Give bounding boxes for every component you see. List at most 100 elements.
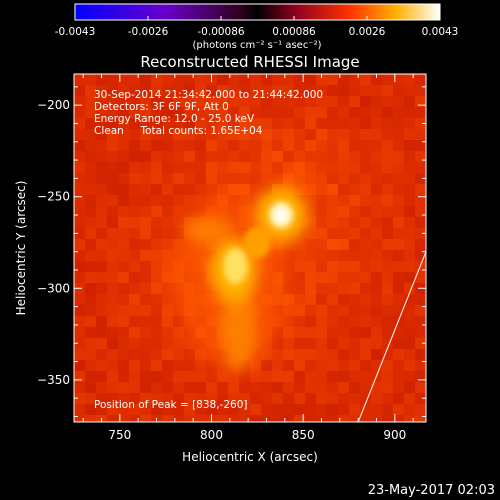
image-pixel	[393, 118, 404, 129]
image-pixel	[195, 85, 206, 96]
image-pixel	[349, 338, 360, 349]
image-pixel	[327, 228, 338, 239]
image-pixel	[316, 129, 327, 140]
y-tick-label: −250	[37, 190, 70, 204]
image-pixel	[415, 239, 426, 250]
image-pixel	[250, 129, 261, 140]
image-pixel	[371, 272, 382, 283]
image-pixel	[107, 239, 118, 250]
image-pixel	[118, 162, 129, 173]
image-pixel	[162, 239, 173, 250]
image-pixel	[360, 107, 371, 118]
image-pixel	[195, 118, 206, 129]
image-pixel	[360, 371, 371, 382]
image-pixel	[393, 283, 404, 294]
image-pixel	[316, 404, 327, 415]
image-pixel	[140, 250, 151, 261]
image-pixel	[184, 118, 195, 129]
image-pixel	[305, 272, 316, 283]
image-pixel	[316, 96, 327, 107]
image-pixel	[107, 250, 118, 261]
image-pixel	[415, 96, 426, 107]
image-pixel	[85, 173, 96, 184]
image-pixel	[327, 85, 338, 96]
image-pixel	[118, 173, 129, 184]
image-pixel	[162, 107, 173, 118]
image-pixel	[382, 250, 393, 261]
image-pixel	[272, 107, 283, 118]
image-pixel	[85, 404, 96, 415]
image-pixel	[250, 85, 261, 96]
image-pixel	[96, 195, 107, 206]
image-pixel	[327, 239, 338, 250]
image-pixel	[129, 96, 140, 107]
image-pixel	[415, 173, 426, 184]
image-pixel	[162, 74, 173, 85]
image-pixel	[393, 173, 404, 184]
image-pixel	[74, 151, 85, 162]
image-pixel	[404, 338, 415, 349]
image-pixel	[206, 393, 217, 404]
image-pixel	[173, 217, 184, 228]
image-pixel	[272, 393, 283, 404]
image-pixel	[371, 382, 382, 393]
image-pixel	[151, 206, 162, 217]
image-pixel	[129, 338, 140, 349]
image-pixel	[184, 184, 195, 195]
image-pixel	[74, 85, 85, 96]
image-pixel	[162, 195, 173, 206]
image-pixel	[129, 239, 140, 250]
image-pixel	[338, 382, 349, 393]
image-pixel	[294, 140, 305, 151]
image-pixel	[371, 327, 382, 338]
image-pixel	[195, 173, 206, 184]
image-pixel	[129, 415, 140, 422]
image-pixel	[393, 261, 404, 272]
image-pixel	[415, 85, 426, 96]
image-pixel	[96, 107, 107, 118]
image-pixel	[349, 140, 360, 151]
image-pixel	[305, 294, 316, 305]
image-pixel	[338, 74, 349, 85]
image-pixel	[272, 173, 283, 184]
colorbar-tick-label: -0.00086	[197, 26, 245, 38]
image-pixel	[74, 74, 85, 85]
image-pixel	[107, 118, 118, 129]
image-pixel	[85, 162, 96, 173]
image-pixel	[85, 360, 96, 371]
image-pixel	[184, 162, 195, 173]
image-pixel	[184, 371, 195, 382]
image-pixel	[107, 85, 118, 96]
image-pixel	[338, 283, 349, 294]
image-pixel	[85, 206, 96, 217]
image-pixel	[107, 371, 118, 382]
image-pixel	[228, 415, 239, 422]
image-pixel	[404, 118, 415, 129]
image-pixel	[151, 162, 162, 173]
image-pixel	[305, 162, 316, 173]
image-pixel	[206, 173, 217, 184]
image-pixel	[129, 272, 140, 283]
image-pixel	[360, 228, 371, 239]
image-pixel	[294, 261, 305, 272]
image-pixel	[228, 184, 239, 195]
image-pixel	[162, 393, 173, 404]
image-pixel	[85, 294, 96, 305]
image-pixel	[305, 140, 316, 151]
image-pixel	[151, 118, 162, 129]
image-pixel	[404, 140, 415, 151]
image-pixel	[74, 96, 85, 107]
image-pixel	[415, 393, 426, 404]
image-pixel	[206, 151, 217, 162]
image-pixel	[173, 118, 184, 129]
image-pixel	[305, 360, 316, 371]
image-pixel	[250, 195, 261, 206]
x-tick-label: 900	[383, 428, 406, 442]
image-pixel	[349, 305, 360, 316]
image-pixel	[250, 360, 261, 371]
image-pixel	[96, 316, 107, 327]
image-pixel	[140, 305, 151, 316]
image-pixel	[382, 327, 393, 338]
image-pixel	[404, 74, 415, 85]
image-pixel	[107, 228, 118, 239]
